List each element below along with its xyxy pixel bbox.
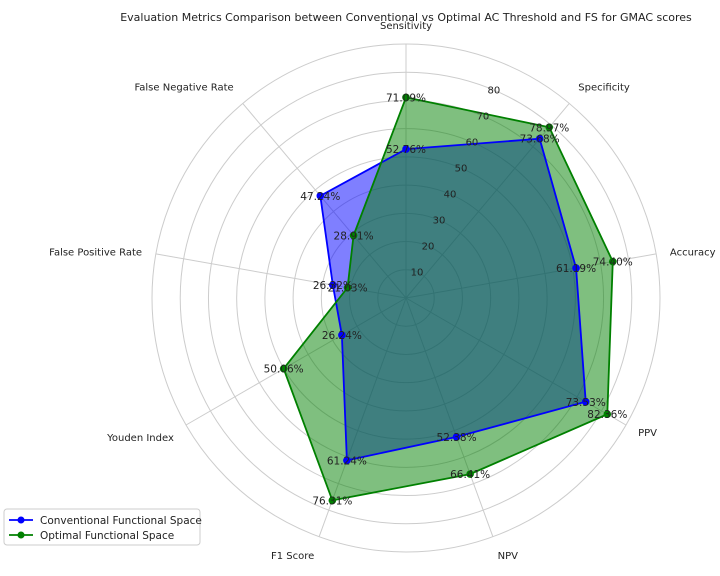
axis-labels: Sensitivity Specificity Accuracy PPV NPV F1 S… [49, 21, 716, 562]
point-conventional-functional-space-accuracy [572, 264, 580, 272]
data-label-conventional-functional-space-specificity: 73.68% [520, 134, 560, 146]
point-optimal-functional-space-npv [466, 470, 474, 478]
series-line-optimal-functional-space [282, 96, 614, 502]
chart-title: Evaluation Metrics Comparison between Co… [120, 11, 692, 24]
axis-label-sensitivity: Sensitivity [380, 21, 432, 32]
data-label-optimal-functional-space-specificity: 78.97% [529, 122, 569, 134]
data-label-optimal-functional-space-f1-score: 76.31% [312, 495, 352, 507]
axis-label-youden-index: Youden Index [106, 433, 174, 444]
series-line-conventional-functional-space [319, 137, 587, 462]
point-conventional-functional-space-sensitivity [402, 145, 410, 153]
radar-series [279, 93, 617, 505]
data-label-optimal-functional-space-sensitivity: 71.09% [386, 92, 426, 104]
tick-label-20: 20 [422, 242, 435, 253]
point-conventional-functional-space-false-negative-rate [316, 192, 325, 200]
radial-tick-labels: 10 20 30 40 50 60 70 80 [411, 86, 501, 279]
axis-label-false-positive-rate: False Positive Rate [49, 247, 142, 258]
point-optimal-functional-space-f1-score [328, 496, 337, 505]
legend: Conventional Functional Space Optimal Fun… [3, 508, 202, 546]
point-optimal-functional-space-ppv [603, 410, 612, 419]
point-conventional-functional-space-npv [452, 433, 461, 441]
data-label-conventional-functional-space-accuracy: 61.19% [556, 263, 596, 275]
tick-label-60: 60 [466, 138, 479, 149]
data-label-optimal-functional-space-npv: 66.41% [450, 469, 490, 481]
point-conventional-functional-space-ppv [581, 397, 590, 406]
data-label-optimal-functional-space-accuracy: 74.40% [593, 257, 633, 269]
data-label-conventional-functional-space-sensitivity: 52.76% [386, 144, 426, 156]
axis-label-specificity: Specificity [578, 83, 630, 94]
data-label-conventional-functional-space-f1-score: 61.24% [327, 455, 367, 467]
legend-label-optimal-functional-space: Optimal Functional Space [40, 530, 174, 542]
axis-label-npv: NPV [498, 551, 519, 562]
point-optimal-functional-space-accuracy [608, 257, 617, 266]
tick-label-70: 70 [477, 112, 490, 123]
legend-frame [3, 508, 201, 546]
tick-label-10: 10 [411, 268, 424, 279]
point-optimal-functional-space-specificity [545, 123, 554, 132]
data-label-conventional-functional-space-youden-index: 26.24% [322, 330, 362, 342]
point-conventional-functional-space-f1-score [343, 456, 351, 465]
tick-label-40: 40 [444, 190, 457, 201]
data-label-conventional-functional-space-npv: 52.38% [437, 432, 477, 444]
tick-label-30: 30 [433, 216, 446, 227]
point-optimal-functional-space-sensitivity [402, 93, 410, 102]
data-label-conventional-functional-space-ppv: 73.53% [566, 397, 606, 409]
point-optimal-functional-space-false-positive-rate [343, 283, 352, 292]
data-label-optimal-functional-space-false-positive-rate: 21.03% [328, 283, 368, 295]
data-label-conventional-functional-space-false-positive-rate: 26.32% [313, 280, 353, 292]
tick-label-50: 50 [455, 164, 468, 175]
axis-label-accuracy: Accuracy [670, 247, 716, 258]
axis-label-ppv: PPV [638, 428, 657, 439]
tick-label-80: 80 [488, 86, 501, 97]
data-label-conventional-functional-space-false-negative-rate: 47.24% [300, 191, 340, 203]
axis-label-false-negative-rate: False Negative Rate [134, 83, 233, 94]
point-conventional-functional-space-false-positive-rate [329, 281, 337, 289]
point-optimal-functional-space-false-negative-rate [349, 231, 358, 240]
series-area-optimal-functional-space [283, 97, 613, 501]
legend-label-conventional-functional-space: Conventional Functional Space [40, 515, 202, 527]
point-conventional-functional-space-specificity [535, 134, 544, 143]
point-optimal-functional-space-youden-index [279, 364, 288, 373]
data-label-optimal-functional-space-false-negative-rate: 28.91% [334, 230, 374, 242]
data-label-optimal-functional-space-youden-index: 50.06% [264, 364, 304, 376]
data-labels: 52.76% 73.68% 61.19% 73.53% 52.38% 61.24% 26.2… [264, 92, 633, 507]
data-label-optimal-functional-space-ppv: 82.36% [587, 409, 627, 421]
point-conventional-functional-space-youden-index [338, 331, 346, 339]
legend-marker-conventional-functional-space [17, 516, 25, 524]
legend-marker-optimal-functional-space [17, 531, 25, 539]
axis-label-f1-score: F1 Score [271, 551, 314, 562]
